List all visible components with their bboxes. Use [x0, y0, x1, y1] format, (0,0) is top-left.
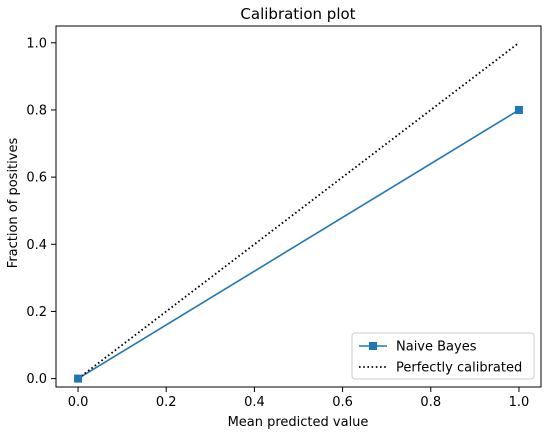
y-axis-label: Fraction of positives — [6, 138, 21, 269]
plot-frame — [55, 25, 542, 388]
x-tick-label: 0.0 — [68, 395, 89, 410]
x-tick-label: 0.4 — [244, 395, 265, 410]
y-tick-label: 0.6 — [26, 171, 47, 186]
series-point — [74, 374, 83, 383]
y-tick-label: 0.2 — [26, 305, 47, 320]
legend-box — [351, 332, 535, 380]
x-tick-label: 0.8 — [420, 395, 441, 410]
x-tick-label: 0.2 — [156, 395, 177, 410]
x-axis-label: Mean predicted value — [228, 415, 369, 430]
legend: Naive Bayes Perfectly calibrated — [351, 332, 535, 380]
y-tick-label: 0.0 — [26, 372, 47, 387]
x-tick-label: 0.6 — [332, 395, 353, 410]
y-tick-label: 0.8 — [26, 103, 47, 118]
y-tick-label: 0.4 — [26, 238, 47, 253]
series-line-0 — [77, 109, 520, 380]
y-tick-label: 1.0 — [26, 36, 47, 51]
x-tick-label: 1.0 — [509, 395, 530, 410]
chart-title: Calibration plot — [240, 5, 355, 23]
legend-label-0: Naive Bayes — [396, 340, 477, 355]
legend-marker — [369, 342, 377, 350]
legend-label-1: Perfectly calibrated — [396, 361, 522, 376]
plot-area — [74, 42, 523, 383]
axes: 0.0 0.2 0.4 0.6 0.8 1.0 0.0 0.2 0.4 0.6 0.8 1.0 — [26, 25, 542, 410]
series-point — [514, 105, 523, 114]
